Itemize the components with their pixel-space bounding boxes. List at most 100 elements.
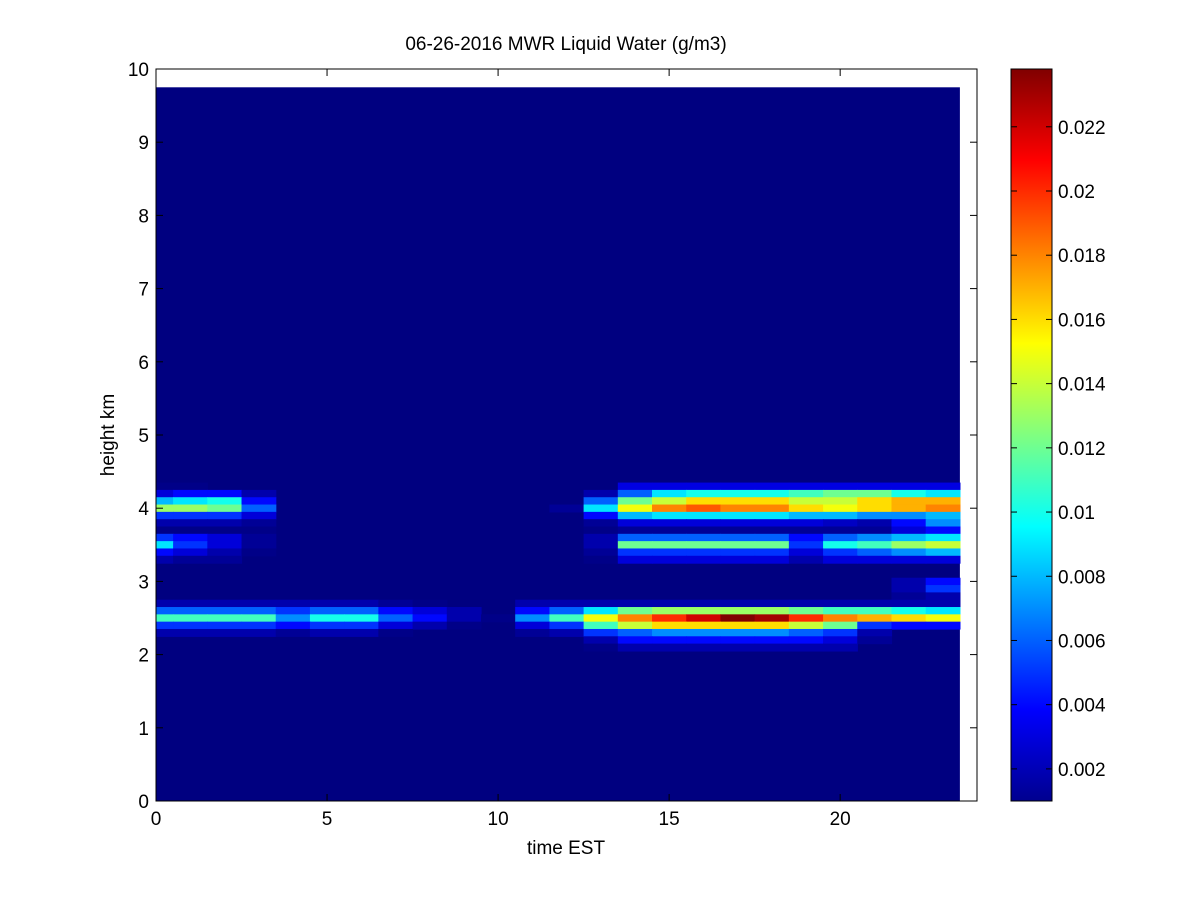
y-tick-label: 3 (138, 572, 149, 593)
heatmap-cell (156, 497, 174, 506)
colorbar-gradient (1011, 69, 1052, 801)
heatmap-cell (720, 555, 756, 564)
heatmap-cell (617, 548, 653, 557)
heatmap-cell (173, 511, 208, 520)
heatmap-cell (891, 621, 927, 630)
heatmap-cell (788, 548, 824, 557)
heatmap-cell (788, 511, 824, 520)
heatmap-cell (156, 533, 174, 542)
y-tick-label: 2 (138, 646, 149, 667)
heatmap-cell (925, 497, 961, 506)
heatmap-cell (378, 599, 414, 608)
heatmap-cell (686, 599, 722, 608)
heatmap-cell (788, 599, 824, 608)
heatmap-cell (156, 628, 174, 637)
heatmap-cell (686, 519, 722, 528)
heatmap-cell (788, 643, 824, 652)
heatmap-cell (754, 607, 790, 615)
heatmap-cell (823, 482, 858, 491)
heatmap-cell (549, 607, 585, 615)
heatmap-cell (173, 533, 208, 542)
heatmap-cell (583, 533, 619, 542)
heatmap-cell (156, 599, 174, 608)
heatmap-cell (823, 541, 858, 550)
heatmap-cell (617, 541, 653, 550)
heatmap-cell (891, 504, 927, 513)
heatmap-cell (754, 643, 790, 652)
heatmap-cell (309, 599, 345, 608)
heatmap-cell (652, 599, 687, 608)
heatmap-cell (857, 526, 893, 535)
heatmap-cell (891, 585, 927, 593)
heatmap-cell (720, 526, 756, 535)
x-tick-label: 5 (322, 809, 333, 830)
heatmap-cell (823, 599, 858, 608)
heatmap-cell (720, 533, 756, 542)
heatmap-cell (857, 548, 893, 557)
heatmap-cell (515, 614, 550, 623)
heatmap-cell (173, 541, 208, 550)
y-tick-label: 4 (138, 499, 149, 520)
heatmap-cell (617, 511, 653, 520)
heatmap-cell (583, 511, 619, 520)
heatmap-cell (207, 497, 243, 506)
heatmap-cell (788, 526, 824, 535)
heatmap-cell (925, 541, 961, 550)
heatmap-cell (686, 621, 722, 630)
heatmap-cell (754, 519, 790, 528)
heatmap-cell (686, 548, 722, 557)
heatmap-cell (156, 555, 174, 564)
heatmap-cell (549, 621, 585, 630)
heatmap-cell (173, 482, 208, 491)
y-tick-label: 1 (138, 719, 149, 740)
heatmap-cell (720, 519, 756, 528)
heatmap-cell (617, 482, 653, 491)
heatmap-cell (173, 526, 208, 535)
heatmap-cell (241, 548, 277, 557)
colorbar-tick-label: 0.016 (1058, 310, 1106, 331)
heatmap-cell (857, 511, 893, 520)
heatmap-cell (156, 621, 174, 630)
heatmap-cell (515, 599, 550, 608)
heatmap-cell (652, 497, 687, 506)
heatmap-cell (207, 628, 243, 637)
heatmap-cell (583, 497, 619, 506)
heatmap-cell (412, 621, 448, 630)
heatmap-cell (156, 548, 174, 557)
heatmap-cell (720, 607, 756, 615)
y-tick-label: 8 (138, 206, 149, 227)
heatmap-cell (686, 614, 722, 623)
heatmap-cell (823, 607, 858, 615)
heatmap-cell (173, 555, 208, 564)
chart-title: 06-26-2016 MWR Liquid Water (g/m3) (405, 34, 726, 55)
heatmap-cell (891, 497, 927, 506)
heatmap-cell (515, 628, 550, 637)
heatmap-cell (156, 511, 174, 520)
heatmap-cell (156, 607, 174, 615)
heatmap-cell (652, 533, 687, 542)
colorbar-tick-label: 0.012 (1058, 439, 1106, 460)
heatmap-cell (754, 621, 790, 630)
heatmap-cell (857, 489, 893, 498)
heatmap-cell (617, 599, 653, 608)
heatmap-cell (788, 504, 824, 513)
heatmap-cell (925, 607, 961, 615)
heatmap-cell (925, 504, 961, 513)
colorbar: 0.002 0.004 0.006 0.008 0.01 0.012 0.014 0.016 0… (1010, 68, 1106, 802)
heatmap-cell (583, 628, 619, 637)
heatmap-cells (156, 87, 961, 802)
heatmap-cell (583, 504, 619, 513)
heatmap-cell (754, 548, 790, 557)
plot-area: 0 5 10 15 20 0 1 2 3 4 5 6 7 8 9 10 (128, 60, 978, 830)
colorbar-tick-label: 0.002 (1058, 760, 1106, 781)
colorbar-tick-label: 0.02 (1058, 182, 1095, 203)
heatmap-cell (275, 628, 311, 637)
heatmap-cell (891, 526, 927, 535)
heatmap-cell (173, 497, 208, 506)
heatmap-cell (891, 555, 927, 564)
heatmap-cell (686, 511, 722, 520)
heatmap-cell (583, 643, 619, 652)
y-tick-label: 6 (138, 353, 149, 374)
heatmap-cell (754, 541, 790, 550)
